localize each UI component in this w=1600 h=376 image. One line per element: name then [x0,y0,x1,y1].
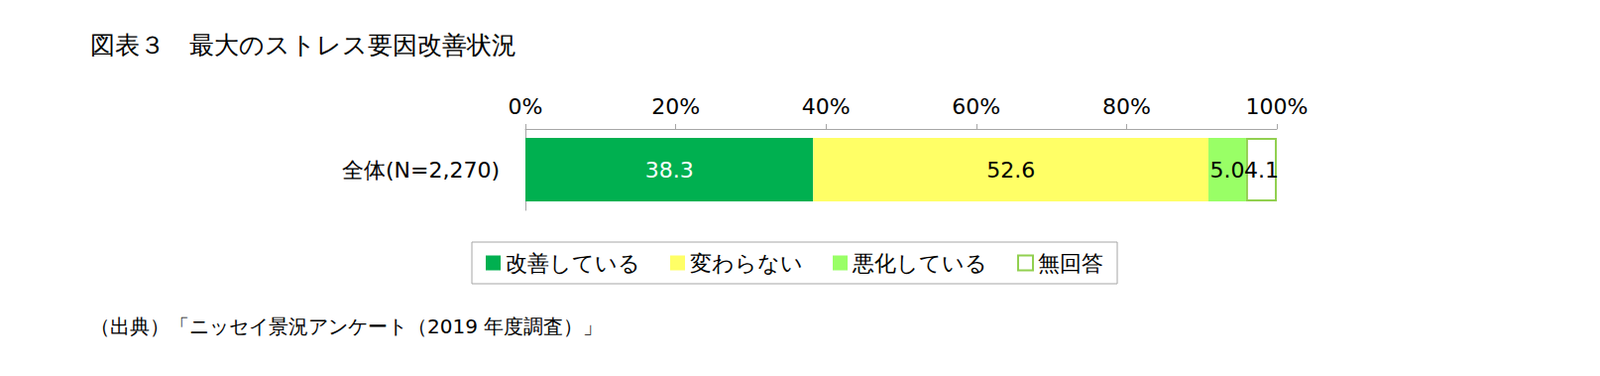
svg-text:0%: 0% [508,94,544,119]
svg-text:（出典）「ニッセイ景況アンケート（2019 年度調査）」: （出典）「ニッセイ景況アンケート（2019 年度調査）」 [90,314,603,339]
svg-text:20%: 20% [651,94,700,119]
svg-text:全体(N=2,270): 全体(N=2,270) [342,157,500,183]
svg-text:4.1: 4.1 [1244,157,1279,183]
svg-text:40%: 40% [801,94,851,119]
svg-text:52.6: 52.6 [986,157,1035,183]
svg-text:5.0: 5.0 [1209,157,1245,183]
svg-text:変わらない: 変わらない [689,250,803,276]
svg-text:60%: 60% [951,94,1001,119]
svg-text:改善している: 改善している [505,250,641,276]
svg-text:無回答: 無回答 [1037,250,1104,276]
svg-text:100%: 100% [1246,94,1309,119]
svg-text:38.3: 38.3 [645,157,694,183]
svg-text:悪化している: 悪化している [851,250,988,276]
svg-text:80%: 80% [1102,94,1151,119]
svg-text:図表３ 最大のストレス要因改善状況: 図表３ 最大のストレス要因改善状況 [90,30,517,60]
